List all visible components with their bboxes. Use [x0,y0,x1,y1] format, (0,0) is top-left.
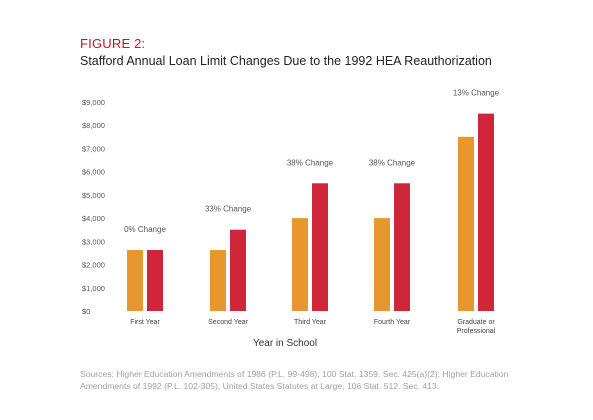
y-tick-label: $5,000 [82,191,105,200]
x-tick-label: Graduate or [457,319,495,326]
bar-series1-1 [127,250,143,311]
y-tick-label: $9,000 [82,98,105,107]
bar-series2-5 [478,113,494,311]
chart-title: Stafford Annual Loan Limit Changes Due t… [80,54,492,68]
x-tick-label: Fourth Year [374,319,411,326]
y-tick-label: $2,000 [82,261,105,270]
y-tick-label: $8,000 [82,121,105,130]
bar-series1-4 [374,218,390,311]
change-annotation: 38% Change [369,158,416,167]
change-annotation: 33% Change [205,205,252,214]
y-tick-label: $6,000 [82,168,105,177]
y-tick-label: $3,000 [82,237,105,246]
bar-series2-1 [147,250,163,311]
y-tick-label: $4,000 [82,214,105,223]
y-tick-label: $7,000 [82,144,105,153]
figure-label: FIGURE 2: [80,36,146,51]
x-axis-title: Year in School [253,338,317,349]
bar-series2-2 [230,229,246,311]
change-annotation: 38% Change [287,158,334,167]
x-tick-label: First Year [130,319,160,326]
y-tick-label: $1,000 [82,284,105,293]
change-annotation: 0% Change [124,225,166,234]
x-tick-label: Third Year [294,319,327,326]
bar-series1-5 [458,136,474,311]
y-tick-label: $0 [82,307,90,316]
bar-series1-2 [210,250,226,311]
bar-series2-4 [394,183,410,311]
source-note: Sources: Higher Education Amendments of … [80,369,509,391]
bar-series1-3 [292,218,308,311]
x-tick-label: Professional [457,328,496,335]
x-tick-label: Second Year [208,319,248,326]
bar-series2-3 [312,183,328,311]
change-annotation: 13% Change [453,89,500,98]
